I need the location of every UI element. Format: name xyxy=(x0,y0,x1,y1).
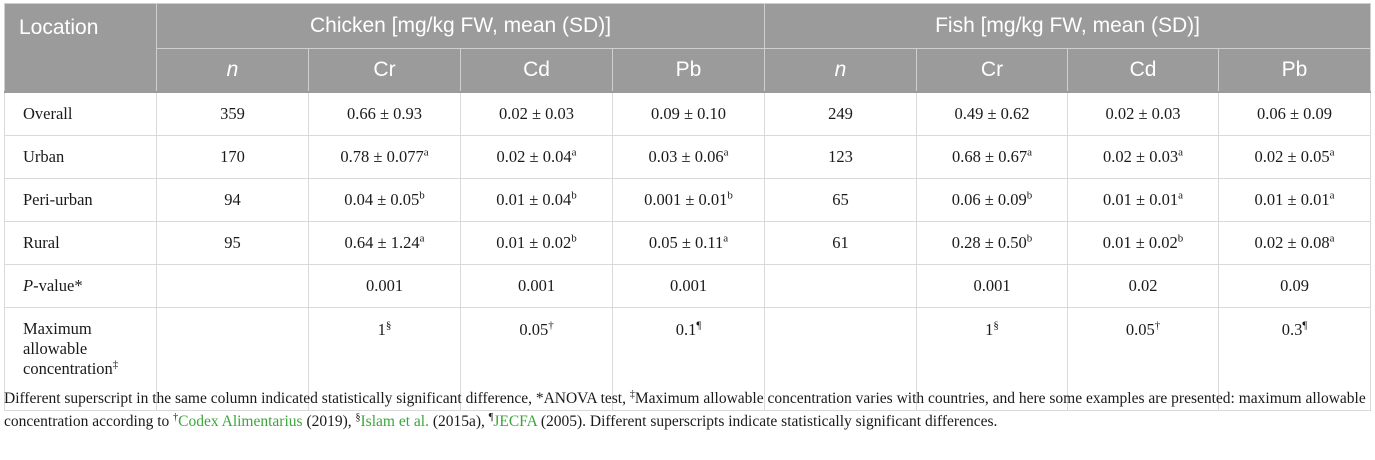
cell-fish-cr: 0.28 ± 0.50b xyxy=(916,221,1069,265)
cell-chicken-cr: 0.66 ± 0.93 xyxy=(308,91,461,136)
header-fish-pb: Pb xyxy=(1218,48,1372,93)
cell-fish-n: 65 xyxy=(764,178,918,222)
pvalue-fish-cd: 0.02 xyxy=(1067,264,1220,308)
max-chicken-cr: 1§ xyxy=(308,307,461,411)
cell-chicken-cr: 0.78 ± 0.077a xyxy=(308,135,461,179)
cell-chicken-pb: 0.05 ± 0.11a xyxy=(611,221,766,265)
max-fish-pb: 0.3¶ xyxy=(1218,307,1372,411)
table-row: Rural 95 0.64 ± 1.24a 0.01 ± 0.02b 0.05 … xyxy=(4,221,1372,265)
cell-chicken-cd: 0.02 ± 0.04a xyxy=(460,135,613,179)
cell-chicken-n: 359 xyxy=(156,91,309,136)
header-chicken: Chicken [mg/kg FW, mean (SD)] xyxy=(155,3,766,49)
cell-fish-n: 123 xyxy=(764,135,918,179)
cell-fish-cd: 0.01 ± 0.01a xyxy=(1067,178,1220,222)
cell-fish-pb: 0.06 ± 0.09 xyxy=(1218,91,1372,136)
cell-fish-cd: 0.02 ± 0.03a xyxy=(1067,135,1220,179)
cell-chicken-n: 94 xyxy=(156,178,309,222)
pvalue-chicken-cr: 0.001 xyxy=(308,264,461,308)
cell-chicken-pb: 0.001 ± 0.01b xyxy=(611,178,766,222)
cell-fish-cr: 0.68 ± 0.67a xyxy=(916,135,1069,179)
cell-fish-n: 61 xyxy=(764,221,918,265)
cell-fish-n: 249 xyxy=(764,91,918,136)
row-label: Rural xyxy=(4,221,157,265)
max-fish-cr: 1§ xyxy=(916,307,1069,411)
max-concentration-label: Maximum allowable concentration‡ xyxy=(4,307,157,411)
pvalue-fish-cr: 0.001 xyxy=(916,264,1069,308)
reference-link-islam[interactable]: Islam et al. xyxy=(360,413,429,430)
header-chicken-n: n xyxy=(156,48,309,93)
cell-chicken-n xyxy=(156,264,309,308)
cell-chicken-n xyxy=(156,307,309,411)
header-fish-cd: Cd xyxy=(1067,48,1220,93)
pvalue-chicken-cd: 0.001 xyxy=(460,264,613,308)
cell-fish-pb: 0.02 ± 0.05a xyxy=(1218,135,1372,179)
row-label: Overall xyxy=(4,91,157,136)
max-concentration-row: Maximum allowable concentration‡ 1§ 0.05… xyxy=(4,307,1372,411)
cell-fish-n xyxy=(764,307,918,411)
cell-chicken-pb: 0.09 ± 0.10 xyxy=(611,91,766,136)
pvalue-chicken-pb: 0.001 xyxy=(611,264,766,308)
cell-fish-cd: 0.02 ± 0.03 xyxy=(1067,91,1220,136)
cell-fish-cr: 0.06 ± 0.09b xyxy=(916,178,1069,222)
data-table: Location Chicken [mg/kg FW, mean (SD)] F… xyxy=(4,3,1372,411)
max-chicken-cd: 0.05† xyxy=(460,307,613,411)
cell-chicken-pb: 0.03 ± 0.06a xyxy=(611,135,766,179)
table-row: Urban 170 0.78 ± 0.077a 0.02 ± 0.04a 0.0… xyxy=(4,135,1372,179)
table-footnote: Different superscript in the same column… xyxy=(4,388,1366,430)
cell-fish-n xyxy=(764,264,918,308)
cell-chicken-cd: 0.01 ± 0.04b xyxy=(460,178,613,222)
header-fish: Fish [mg/kg FW, mean (SD)] xyxy=(764,3,1372,49)
cell-fish-cd: 0.01 ± 0.02b xyxy=(1067,221,1220,265)
pvalue-fish-pb: 0.09 xyxy=(1218,264,1372,308)
cell-fish-pb: 0.02 ± 0.08a xyxy=(1218,221,1372,265)
cell-chicken-cd: 0.02 ± 0.03 xyxy=(460,91,613,136)
cell-chicken-cr: 0.64 ± 1.24a xyxy=(308,221,461,265)
cell-fish-pb: 0.01 ± 0.01a xyxy=(1218,178,1372,222)
pvalue-label: P-value* xyxy=(4,264,157,308)
max-chicken-pb: 0.1¶ xyxy=(611,307,766,411)
header-fish-n: n xyxy=(764,48,918,93)
cell-chicken-cd: 0.01 ± 0.02b xyxy=(460,221,613,265)
reference-link-jecfa[interactable]: JECFA xyxy=(493,413,537,430)
row-label: Peri-urban xyxy=(4,178,157,222)
max-fish-cd: 0.05† xyxy=(1067,307,1220,411)
header-location: Location xyxy=(4,3,157,93)
table-row: Overall 359 0.66 ± 0.93 0.02 ± 0.03 0.09… xyxy=(4,91,1372,136)
reference-link-codex[interactable]: Codex Alimentarius xyxy=(178,413,303,430)
cell-fish-cr: 0.49 ± 0.62 xyxy=(916,91,1069,136)
cell-chicken-cr: 0.04 ± 0.05b xyxy=(308,178,461,222)
table-row: Peri-urban 94 0.04 ± 0.05b 0.01 ± 0.04b … xyxy=(4,178,1372,222)
header-chicken-pb: Pb xyxy=(611,48,766,93)
header-fish-cr: Cr xyxy=(916,48,1069,93)
header-chicken-cd: Cd xyxy=(460,48,613,93)
cell-chicken-n: 95 xyxy=(156,221,309,265)
header-chicken-cr: Cr xyxy=(308,48,461,93)
cell-chicken-n: 170 xyxy=(156,135,309,179)
pvalue-row: P-value* 0.001 0.001 0.001 0.001 0.02 0.… xyxy=(4,264,1372,308)
row-label: Urban xyxy=(4,135,157,179)
